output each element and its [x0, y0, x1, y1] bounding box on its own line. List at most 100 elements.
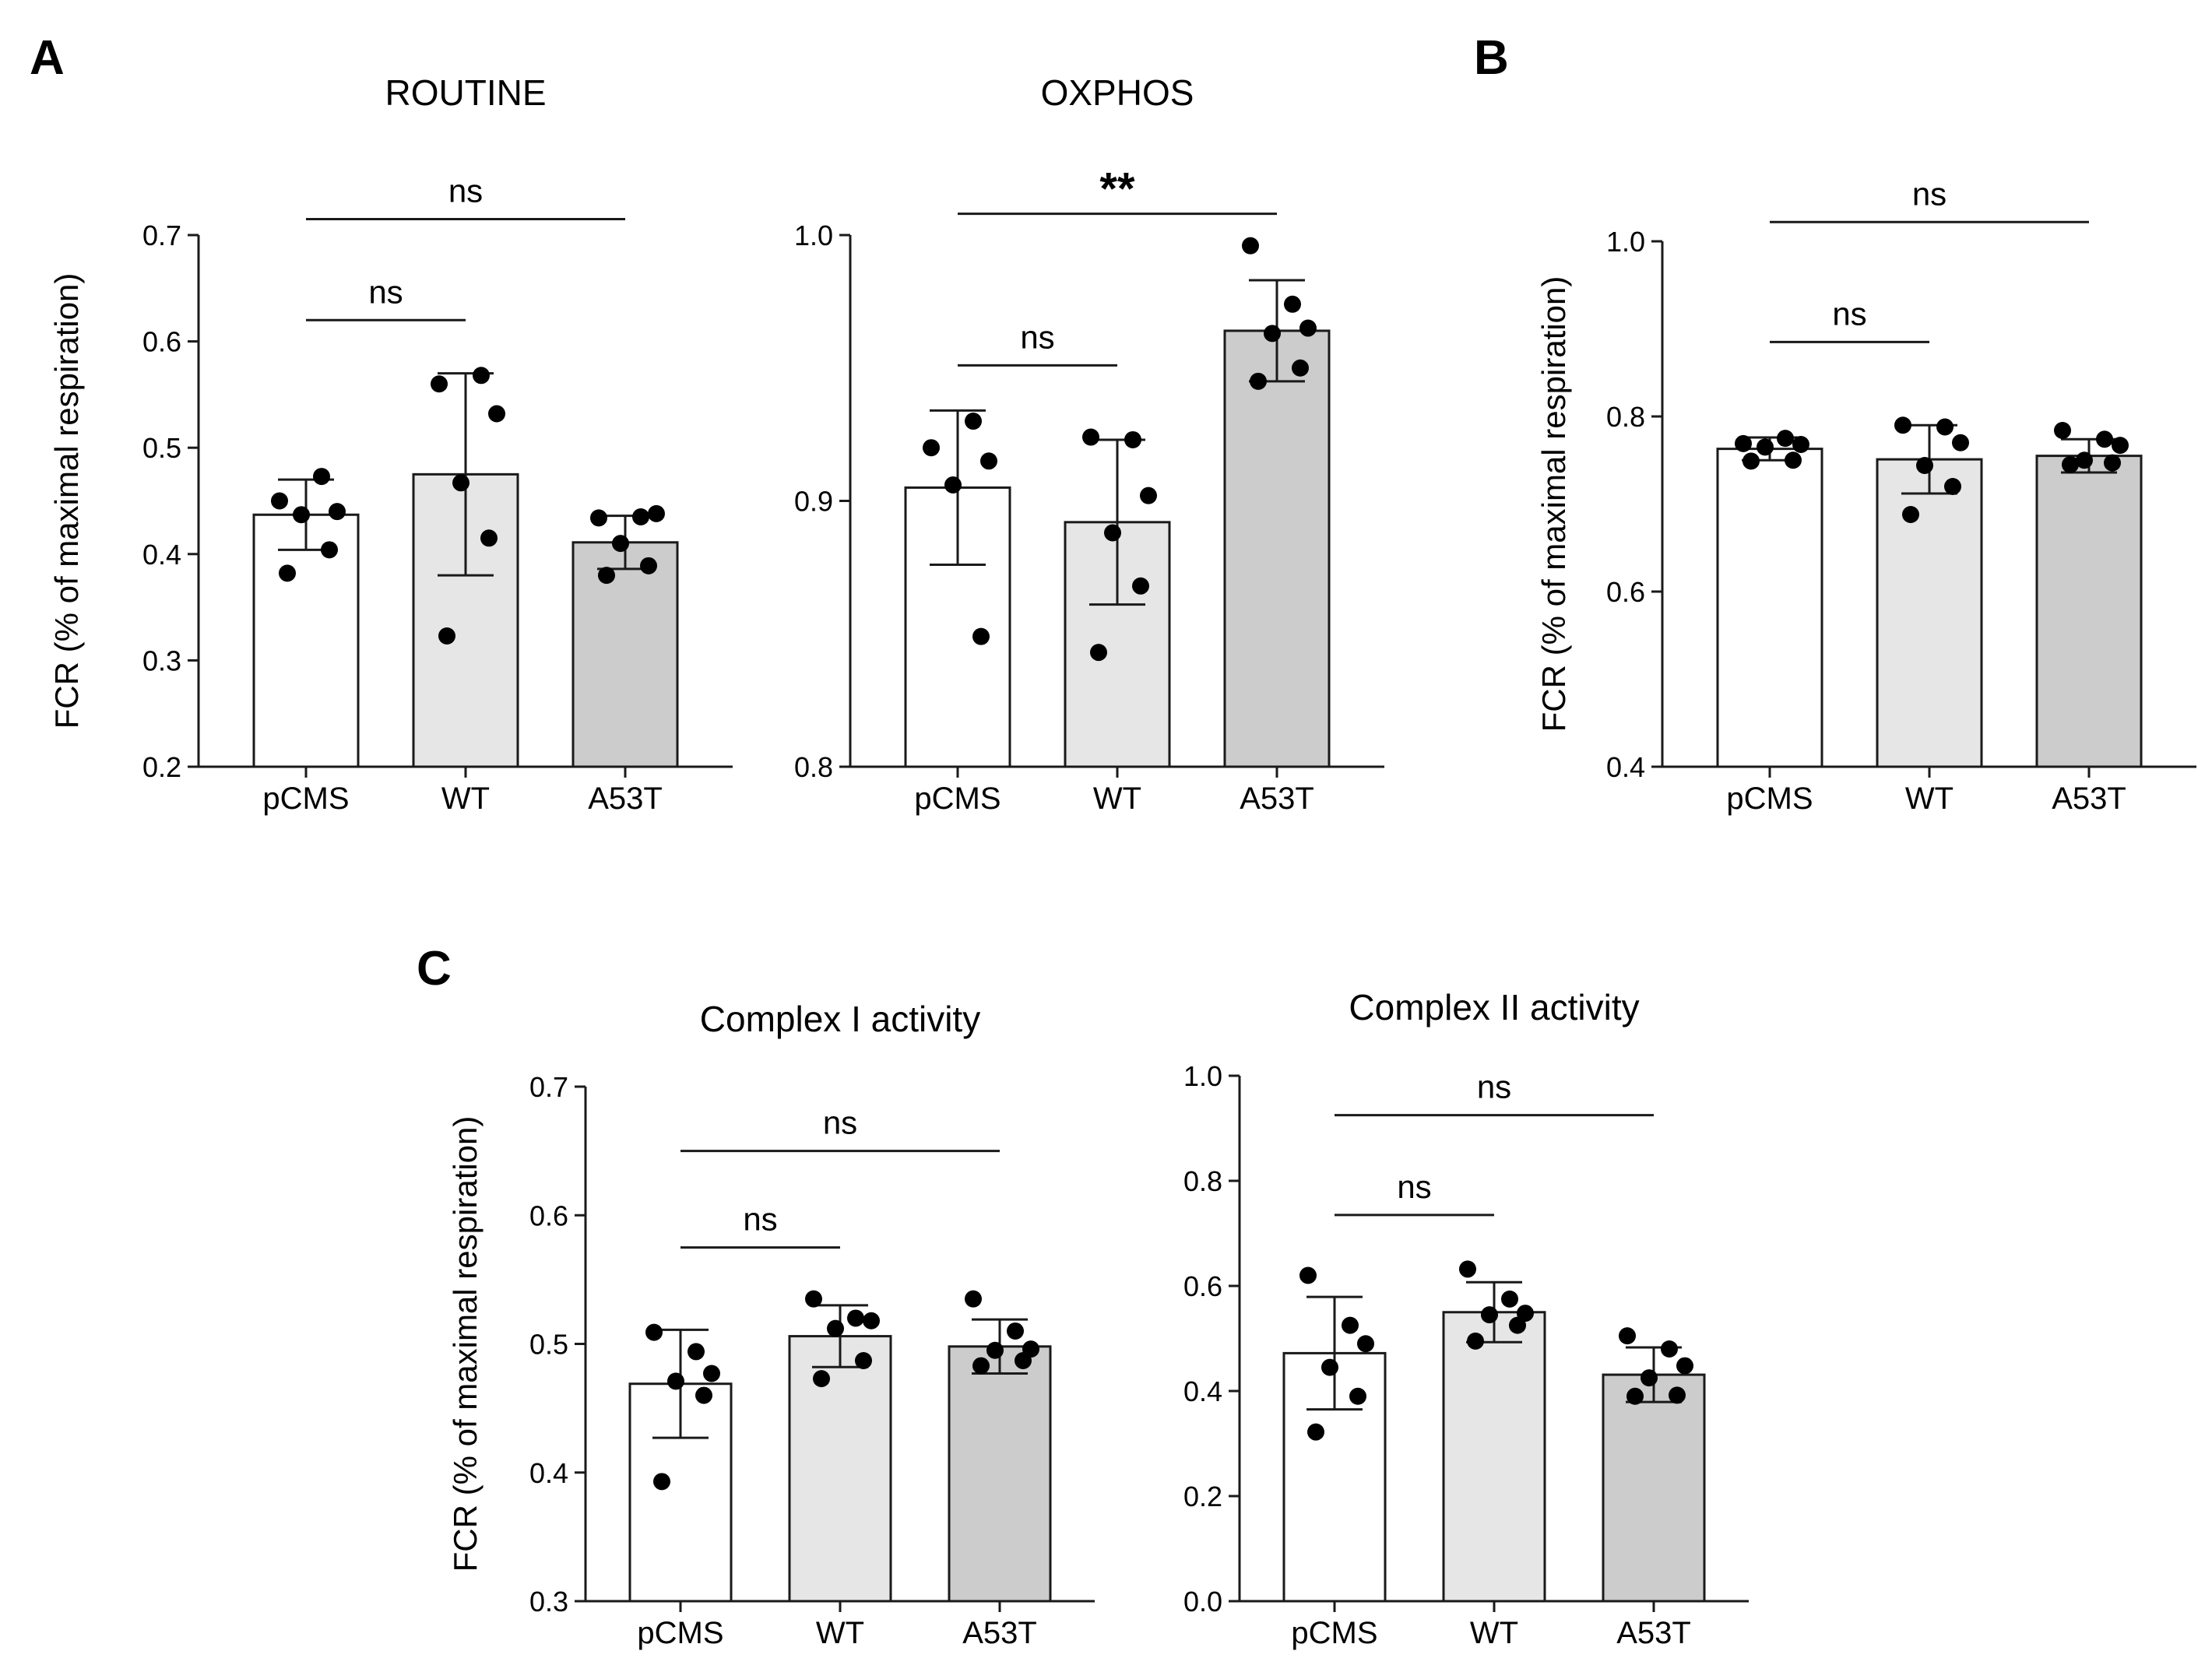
chart-0-title: ROUTINE	[385, 72, 547, 113]
chart-2-point-0-1	[1777, 430, 1794, 448]
chart-1-point-1-5	[1090, 644, 1107, 662]
chart-1-bar-2	[1223, 329, 1331, 768]
chart-4-point-0-2	[1357, 1335, 1374, 1353]
chart-0-ytick-label-2: 0.4	[142, 539, 181, 571]
chart-2-ylabel: FCR (% of maximal respiration)	[1535, 276, 1572, 732]
chart-4-point-0-5	[1307, 1423, 1324, 1441]
chart-routine: ROUTINE FCR (% of maximal respiration) 0.2…	[48, 72, 733, 816]
chart-0-point-2-5	[598, 567, 615, 585]
chart-3-point-0-0	[645, 1323, 663, 1341]
chart-2-point-0-3	[1757, 438, 1774, 456]
chart-4-bar-1	[1442, 1311, 1546, 1603]
chart-3-point-2-5	[972, 1357, 990, 1375]
chart-1-point-1-4	[1132, 577, 1149, 595]
chart-0-point-2-3	[612, 535, 629, 553]
chart-3-title: Complex I activity	[700, 999, 980, 1039]
chart-3-category-label-0: pCMS	[637, 1616, 723, 1650]
chart-0-point-2-2	[648, 504, 665, 522]
chart-1-point-2-1	[1284, 295, 1301, 313]
chart-2-bar-0	[1716, 448, 1823, 768]
chart-0-point-1-0	[431, 375, 448, 393]
chart-2-ytick-label-2: 0.8	[1606, 401, 1645, 433]
chart-2-point-1-5	[1902, 506, 1919, 523]
chart-2-category-label-2: A53T	[2052, 782, 2126, 816]
panel-label-b: B	[1474, 31, 1509, 85]
chart-4-point-2-5	[1626, 1387, 1644, 1405]
chart-0-point-0-3	[293, 506, 310, 524]
chart-3-point-1-2	[863, 1312, 880, 1330]
chart-0-point-2-4	[640, 557, 657, 574]
chart-1-title: OXPHOS	[1041, 72, 1194, 113]
chart-4-point-1-4	[1509, 1316, 1526, 1334]
chart-1-point-0-1	[965, 413, 982, 430]
chart-3-point-0-5	[653, 1473, 670, 1491]
chart-0-bar-2	[571, 541, 679, 768]
chart-4-ytick-label-1: 0.2	[1183, 1481, 1222, 1512]
chart-1-point-1-3	[1104, 524, 1121, 542]
chart-0-ytick-label-5: 0.7	[142, 220, 181, 251]
chart-0-ytick-label-3: 0.5	[142, 432, 181, 464]
chart-2-bar-1	[1876, 458, 1983, 768]
chart-4-bar-2	[1602, 1373, 1706, 1603]
chart-1-category-label-1: WT	[1093, 782, 1141, 816]
chart-1-point-2-5	[1250, 372, 1267, 390]
chart-4-sig-label-1: ns	[1477, 1069, 1511, 1105]
chart-1-point-1-1	[1124, 430, 1141, 448]
chart-1-point-0-0	[923, 439, 940, 457]
chart-0-ytick-label-0: 0.2	[142, 751, 181, 783]
chart-4-ytick-label-3: 0.6	[1183, 1270, 1222, 1302]
panel-label-a: A	[30, 31, 65, 85]
chart-complex1: Complex I activity FCR (% of maximal resp…	[447, 999, 1095, 1650]
chart-4-ytick-label-2: 0.4	[1183, 1375, 1222, 1407]
chart-1-ytick-label-2: 1.0	[794, 220, 833, 251]
chart-0-category-label-0: pCMS	[262, 782, 349, 816]
chart-4-category-label-0: pCMS	[1291, 1616, 1377, 1650]
chart-3-bar-1	[788, 1335, 892, 1603]
chart-3-bar-2	[948, 1345, 1052, 1603]
chart-3-point-0-4	[695, 1386, 712, 1404]
chart-1-point-1-2	[1140, 487, 1157, 504]
chart-3-point-0-3	[667, 1372, 684, 1390]
chart-4-point-1-1	[1501, 1290, 1518, 1308]
chart-3-category-label-1: WT	[816, 1616, 864, 1650]
chart-4-point-0-4	[1349, 1387, 1366, 1405]
chart-3-point-0-1	[688, 1343, 705, 1361]
chart-4-point-1-0	[1459, 1260, 1476, 1278]
chart-2-point-0-4	[1785, 451, 1802, 469]
chart-0-point-1-4	[480, 529, 498, 547]
chart-1-category-label-2: A53T	[1240, 782, 1314, 816]
chart-0-point-1-5	[438, 627, 455, 645]
chart-1-point-2-3	[1264, 325, 1281, 342]
chart-1-category-label-0: pCMS	[914, 782, 1000, 816]
chart-2-sig-label-0: ns	[1832, 295, 1866, 332]
chart-2-point-2-1	[2096, 430, 2113, 448]
chart-oxphos: OXPHOS 0.8 0.9 1.0 pCMS WT A53T ns **	[794, 72, 1384, 816]
chart-4-point-2-3	[1641, 1369, 1658, 1387]
chart-1-point-2-4	[1292, 359, 1309, 377]
chart-2-point-1-1	[1936, 418, 1954, 436]
chart-3-sig-label-1: ns	[823, 1105, 857, 1141]
chart-3-point-2-3	[986, 1341, 1004, 1359]
chart-1-point-0-3	[944, 476, 962, 494]
chart-3-point-1-0	[805, 1290, 822, 1308]
chart-0-point-1-2	[488, 405, 505, 423]
chart-2-category-label-0: pCMS	[1726, 782, 1813, 816]
chart-0-category-label-2: A53T	[588, 782, 663, 816]
chart-3-ytick-label-1: 0.4	[529, 1457, 568, 1489]
chart-4-sig-label-0: ns	[1397, 1168, 1431, 1205]
chart-4-ytick-label-5: 1.0	[1183, 1060, 1222, 1092]
chart-2-point-0-5	[1743, 452, 1760, 470]
chart-3-point-1-3	[827, 1319, 844, 1337]
chart-0-point-0-2	[329, 503, 346, 521]
chart-2-point-2-5	[2062, 455, 2079, 473]
chart-2-point-1-3	[1916, 457, 1933, 474]
chart-2-point-2-2	[2112, 437, 2129, 455]
chart-0-bar-0	[252, 513, 360, 768]
chart-0-point-0-0	[271, 492, 288, 510]
chart-2-sig-label-1: ns	[1912, 175, 1946, 212]
chart-2-ytick-label-3: 1.0	[1606, 226, 1645, 258]
chart-0-sig-label-1: ns	[448, 173, 483, 209]
chart-2-point-2-3	[2076, 451, 2093, 469]
chart-3-point-2-0	[965, 1290, 982, 1308]
